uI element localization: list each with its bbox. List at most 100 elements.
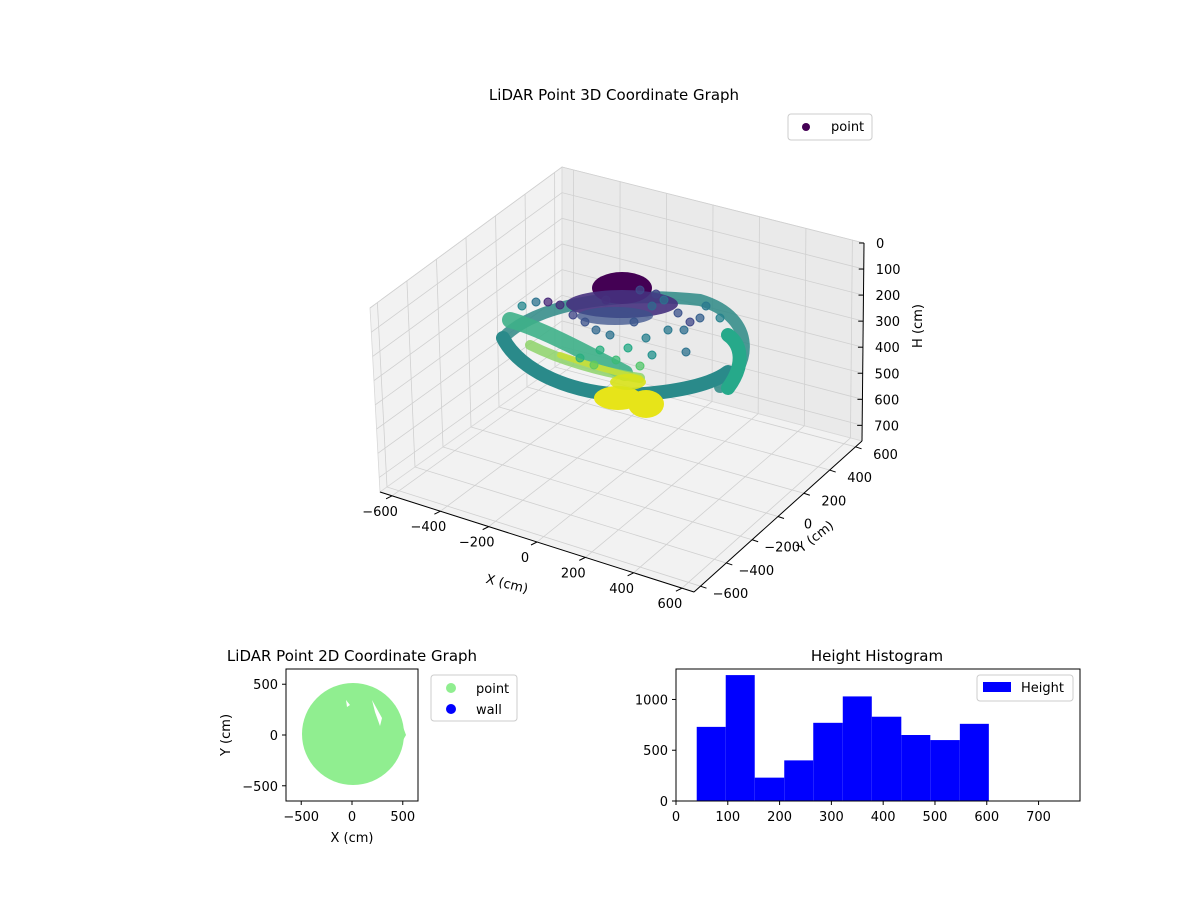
x-tick-label-3d: 200 (561, 566, 586, 581)
legend-marker-point-2d (446, 683, 456, 693)
y-tick-label-hist: 0 (660, 795, 668, 810)
axes-2d: −500 0 500 −500 0 500 (242, 678, 415, 825)
z-axis-label-3d: H (cm) (911, 304, 926, 348)
scatter-point (635, 285, 645, 295)
bottom-cluster (594, 374, 664, 418)
legend-3d: point (787, 113, 873, 141)
legend-histogram: Height (976, 674, 1074, 702)
scatter-point (595, 345, 605, 355)
y-tick-label-hist: 500 (643, 744, 668, 759)
axes-histogram: 0 100 200 300 400 500 600 700 0 500 1000 (635, 693, 1051, 825)
x-tick-label-hist: 100 (715, 810, 740, 825)
x-tick-label-2d: 500 (390, 810, 415, 825)
scatter-point (681, 347, 691, 357)
scatter-point (635, 361, 645, 371)
x-tick-label-3d: 0 (521, 551, 529, 566)
scatter-point (659, 295, 669, 305)
histogram-bar (930, 740, 960, 801)
y-tick-label-3d: 200 (821, 494, 846, 509)
scatter-point (568, 310, 578, 320)
grid-3d (369, 166, 865, 589)
scatter-point (589, 360, 599, 370)
axes-3d: −600−400−2000200400600−600−400−200020040… (362, 237, 900, 612)
scatter-point (623, 343, 633, 353)
chart-2d-title: LiDAR Point 2D Coordinate Graph (227, 647, 477, 665)
legend-2d: point wall (430, 674, 518, 722)
scatter-point (575, 353, 585, 363)
histogram-bar (784, 760, 814, 801)
y-tick-label-3d: −600 (713, 587, 749, 602)
scatter-point (695, 313, 705, 323)
y-tick-label-2d: 500 (253, 678, 278, 693)
x-axis-label-3d: X (cm) (484, 572, 529, 597)
x-tick-label-hist: 700 (1026, 810, 1051, 825)
scatter-point (715, 313, 725, 323)
legend-label-point: point (831, 120, 864, 135)
scatter-point (679, 325, 689, 335)
x-tick-label-3d: −400 (411, 520, 447, 535)
legend-marker-point (802, 123, 810, 131)
z-tick-label-3d: 100 (876, 263, 901, 278)
y-tick-label-3d: −400 (738, 564, 774, 579)
y-axis-label-2d: Y (cm) (219, 714, 234, 757)
scatter-point (629, 317, 639, 327)
scatter-point (673, 308, 683, 318)
x-tick-label-3d: −200 (459, 536, 495, 551)
histogram-bar (725, 675, 755, 801)
legend-label-point-2d: point (476, 682, 509, 697)
histogram-bar (901, 735, 931, 801)
scatter-point (701, 301, 711, 311)
y-tick-label-3d: 0 (804, 518, 812, 533)
scatter-point (663, 325, 673, 335)
scatter-point (685, 317, 695, 327)
scatter-point (647, 301, 657, 311)
y-tick-label-hist: 1000 (635, 693, 668, 708)
scatter-point (543, 297, 553, 307)
y-axis-label-3d: Y (cm) (794, 518, 837, 556)
y-tick-label-3d: 400 (847, 471, 872, 486)
chart-3d-title: LiDAR Point 3D Coordinate Graph (489, 86, 739, 104)
histogram-bar (754, 777, 785, 801)
z-tick-label-3d: 300 (875, 315, 900, 330)
histogram-bar (813, 722, 843, 801)
scatter-point (651, 289, 661, 299)
point-cloud-2d (302, 683, 406, 785)
x-tick-label-hist: 0 (672, 810, 680, 825)
x-tick-label-hist: 200 (767, 810, 792, 825)
chart-histogram: Height Histogram 0 100 200 300 400 500 600 7000… (635, 647, 1081, 825)
legend-marker-wall-2d (446, 704, 456, 714)
z-tick-label-3d: 400 (875, 341, 900, 356)
x-tick-label-hist: 500 (923, 810, 948, 825)
legend-label-wall-2d: wall (476, 703, 502, 718)
z-tick-label-3d: 700 (874, 419, 899, 434)
scatter-point (647, 350, 657, 360)
z-tick-label-3d: 600 (874, 393, 899, 408)
chart-2d: LiDAR Point 2D Coordinate Graph −500 0 500… (219, 647, 518, 846)
x-tick-label-2d: 0 (348, 810, 356, 825)
scatter-3d-points (517, 285, 725, 371)
scatter-point (641, 333, 651, 343)
x-tick-label-3d: 400 (609, 582, 634, 597)
scatter-point (517, 301, 527, 311)
chart-3d: LiDAR Point 3D Coordinate Graph −600 −400… (362, 86, 926, 612)
scatter-point (601, 295, 611, 305)
scatter-point (605, 330, 615, 340)
x-tick-label-hist: 300 (819, 810, 844, 825)
histogram-bar (871, 716, 902, 801)
histogram-bar (842, 696, 872, 801)
scatter-point (591, 325, 601, 335)
x-axis-label-2d: X (cm) (331, 831, 374, 846)
scatter-point (531, 297, 541, 307)
x-tick-label-hist: 400 (871, 810, 896, 825)
x-tick-label-3d: 600 (658, 597, 683, 612)
scatter-point (611, 355, 621, 365)
y-tick-label-3d: −200 (764, 541, 800, 556)
y-tick-label-2d: 0 (270, 729, 278, 744)
x-tick-label-hist: 600 (974, 810, 999, 825)
legend-label-height: Height (1021, 681, 1064, 696)
z-tick-label-3d: 500 (875, 367, 900, 382)
x-tick-label-2d: −500 (283, 810, 319, 825)
x-tick-label-3d: −600 (362, 505, 398, 520)
histogram-bar (959, 723, 989, 801)
